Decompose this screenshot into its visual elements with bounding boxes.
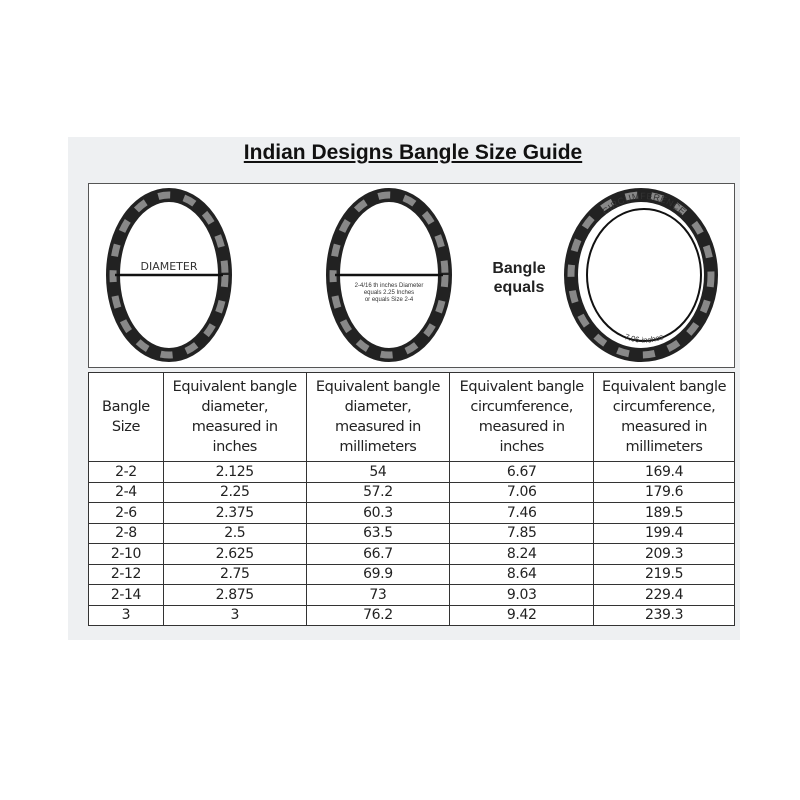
column-header-line: measured in (191, 419, 278, 435)
measurement-cell: 60.3 (305, 502, 451, 524)
measurement-cell: 179.6 (593, 481, 735, 503)
measurement-cell: 63.5 (305, 522, 451, 544)
measurement-cell: 9.42 (449, 604, 595, 626)
column-header-line: inches (212, 439, 257, 455)
measurement-cell: 54 (305, 461, 451, 483)
measurement-cell: 7.06 (449, 481, 595, 503)
bangle-size-cell: 3 (88, 604, 164, 626)
column-header-line: millimeters (625, 439, 703, 455)
bangle-size-cell: 2-2 (88, 461, 164, 483)
table-row: 2-12 2.75 69.9 8.64 219.5 (88, 563, 735, 585)
measurement-cell: 2.375 (162, 502, 307, 524)
column-header-line: measured in (621, 419, 707, 435)
measurement-cell: 2.125 (162, 461, 307, 483)
bangle-diagram: DIAMETER 2-4/16 th inches Diameter equal… (88, 183, 735, 368)
table-row: 3 3 76.2 9.42 239.3 (88, 604, 735, 626)
table-row: 2-8 2.5 63.5 7.85 199.4 (88, 522, 735, 544)
bangle-size-cell: 2-10 (88, 543, 164, 565)
bangle-size-cell: 2-12 (88, 563, 164, 585)
table-header-row: Bangle Size Equivalent bangle diameter, meas… (88, 372, 735, 462)
column-header-line: measured in (335, 419, 421, 435)
measurement-cell: 229.4 (593, 584, 735, 606)
column-header-line: inches (499, 439, 544, 455)
example-line-2: equals 2.25 Inches (364, 290, 414, 296)
column-header-line: millimeters (339, 439, 417, 455)
bangle-equals-line-2: equals (494, 279, 545, 296)
measurement-cell: 199.4 (593, 522, 735, 544)
bangle-size-cell: 2-4 (88, 481, 164, 503)
circumference-value: 7.06 inches (623, 332, 664, 345)
column-header-line: Bangle (102, 399, 150, 415)
measurement-cell: 69.9 (305, 563, 451, 585)
column-header: Equivalent bangle circumference, measured … (593, 372, 735, 462)
measurement-cell: 2.5 (162, 522, 307, 544)
measurement-cell: 57.2 (305, 481, 451, 503)
page-title: Indian Designs Bangle Size Guide (243, 141, 583, 164)
column-header-line: diameter, (201, 399, 269, 415)
measurement-cell: 9.03 (449, 584, 595, 606)
table-row: 2-4 2.25 57.2 7.06 179.6 (88, 481, 735, 503)
table-row: 2-6 2.375 60.3 7.46 189.5 (88, 502, 735, 524)
measurement-cell: 66.7 (305, 543, 451, 565)
measurement-cell: 3 (162, 604, 307, 626)
column-header-line: Equivalent bangle (315, 379, 441, 395)
bangle-circumference-illustration: CIRCUMFERENCE 7.06 inches (564, 188, 718, 362)
measurement-cell: 2.875 (162, 584, 307, 606)
svg-text:7.06 inches: 7.06 inches (623, 332, 664, 345)
column-header-line: circumference, (612, 399, 716, 415)
measurement-cell: 2.25 (162, 481, 307, 503)
column-header-line: circumference, (470, 399, 574, 415)
example-line-1: 2-4/16 th inches Diameter (355, 283, 424, 289)
example-line-3: or equals Size 2-4 (365, 297, 414, 303)
measurement-cell: 2.75 (162, 563, 307, 585)
bangle-size-cell: 2-14 (88, 584, 164, 606)
measurement-cell: 219.5 (593, 563, 735, 585)
measurement-cell: 239.3 (593, 604, 735, 626)
bangle-equals-line-1: Bangle (492, 260, 545, 277)
column-header: Equivalent bangle diameter, measured in mil… (305, 372, 451, 462)
bangle-size-cell: 2-6 (88, 502, 164, 524)
bangle-size-table: Bangle Size Equivalent bangle diameter, meas… (88, 372, 735, 626)
size-guide-panel: Indian Designs Bangle Size Guide DIAMETE… (68, 137, 740, 640)
column-header-line: Equivalent bangle (172, 379, 298, 395)
column-header-line: Size (111, 419, 141, 435)
measurement-cell: 8.64 (449, 563, 595, 585)
column-header-line: diameter, (344, 399, 412, 415)
measurement-cell: 7.85 (449, 522, 595, 544)
measurement-cell: 8.24 (449, 543, 595, 565)
table-row: 2-2 2.125 54 6.67 169.4 (88, 461, 735, 483)
measurement-cell: 6.67 (449, 461, 595, 483)
measurement-cell: 169.4 (593, 461, 735, 483)
column-header-line: Equivalent bangle (459, 379, 585, 395)
measurement-cell: 73 (305, 584, 451, 606)
measurement-cell: 189.5 (593, 502, 735, 524)
measurement-cell: 2.625 (162, 543, 307, 565)
bangle-size-cell: 2-8 (88, 522, 164, 544)
measurement-cell: 76.2 (305, 604, 451, 626)
bangle-example-illustration: 2-4/16 th inches Diameter equals 2.25 In… (326, 188, 452, 362)
table-row: 2-14 2.875 73 9.03 229.4 (88, 584, 735, 606)
measurement-cell: 209.3 (593, 543, 735, 565)
column-header: Equivalent bangle circumference, measured … (449, 372, 595, 462)
column-header-line: Equivalent bangle (602, 379, 727, 395)
column-header: Equivalent bangle diameter, measured in inc… (162, 372, 307, 462)
measurement-cell: 7.46 (449, 502, 595, 524)
bangle-diameter-illustration: DIAMETER (106, 188, 232, 362)
column-header: Bangle Size (88, 372, 164, 462)
diameter-label: DIAMETER (141, 260, 198, 273)
table-row: 2-10 2.625 66.7 8.24 209.3 (88, 543, 735, 565)
column-header-line: measured in (478, 419, 565, 435)
